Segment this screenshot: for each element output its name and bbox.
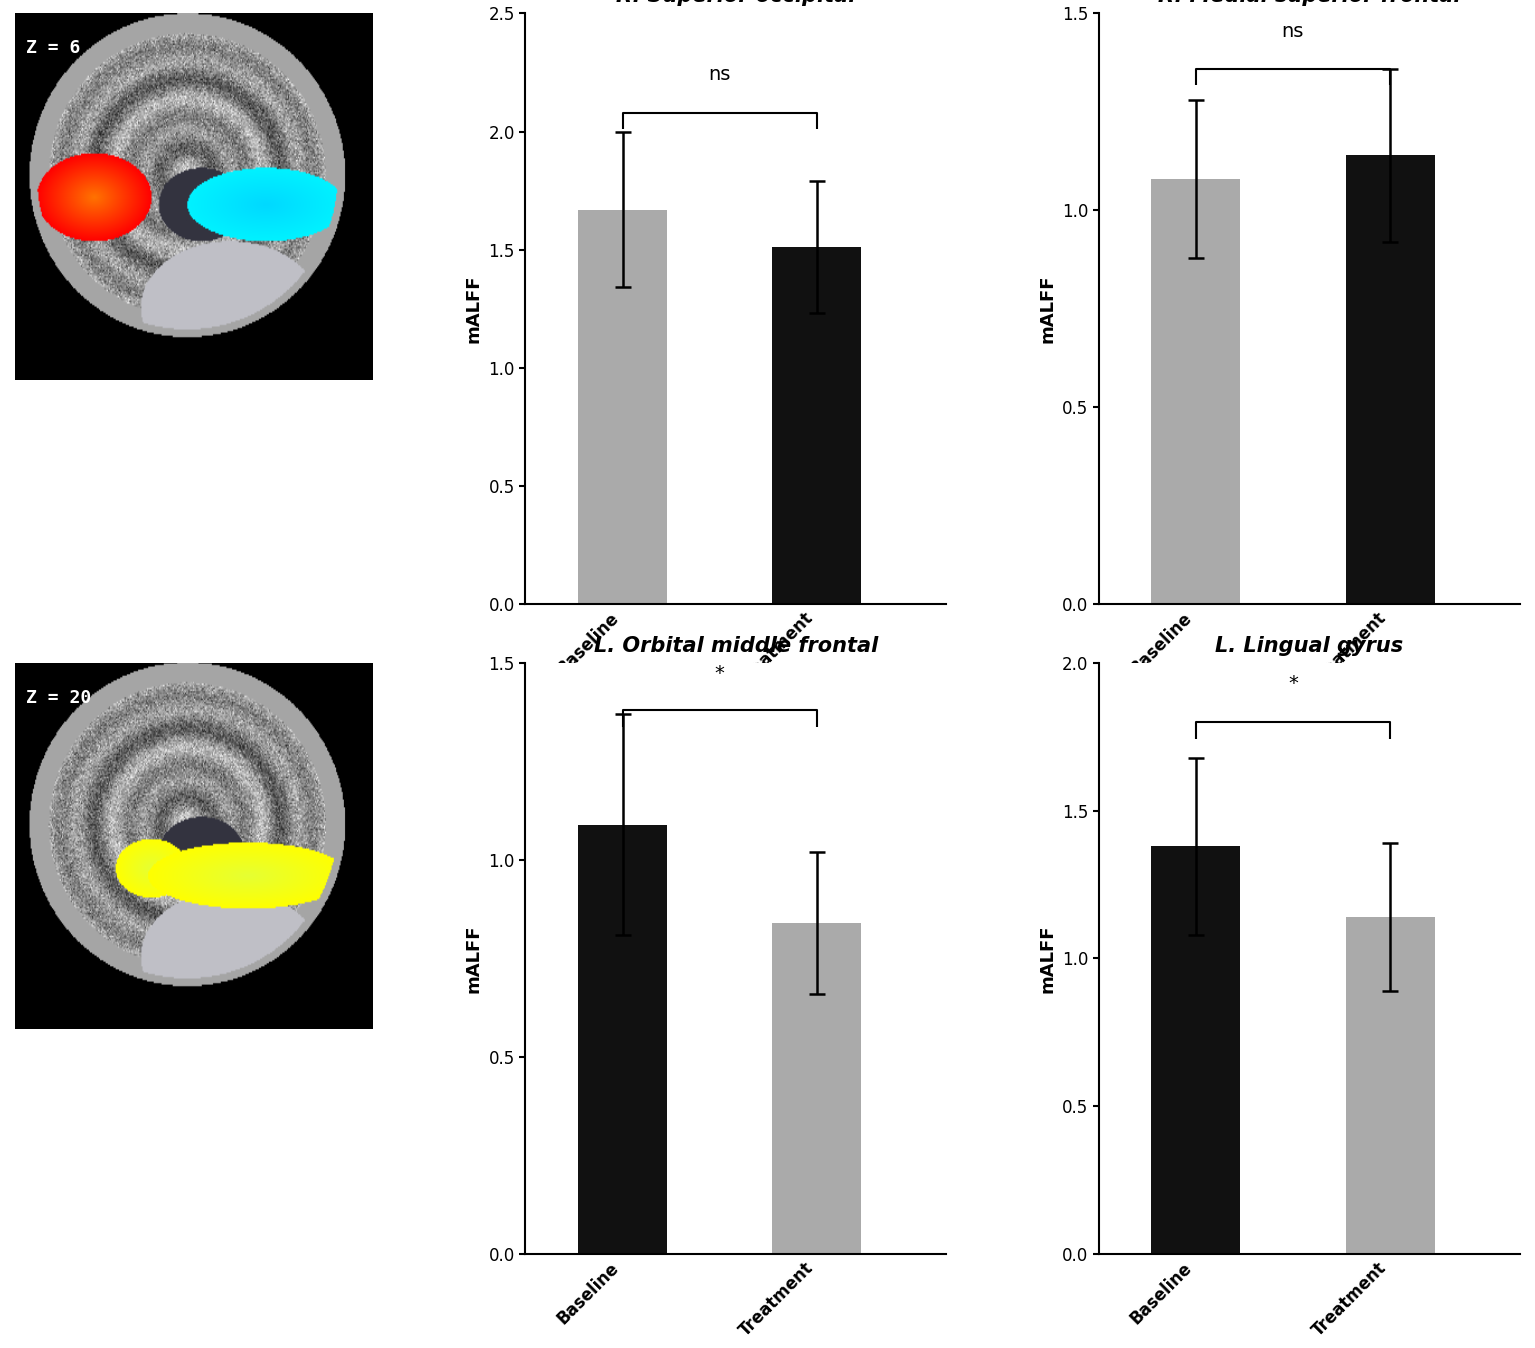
Title: L. Orbital middle frontal: L. Orbital middle frontal — [594, 636, 878, 656]
Bar — [1151, 179, 1240, 604]
Title: R. Superior occipital: R. Superior occipital — [616, 0, 855, 7]
Y-axis label: mALFF: mALFF — [1038, 925, 1056, 992]
Text: ns: ns — [1282, 22, 1305, 40]
Y-axis label: mALFF: mALFF — [465, 925, 484, 992]
Text: *: * — [1288, 674, 1297, 693]
Title: R. Medial superior frontal: R. Medial superior frontal — [1157, 0, 1460, 7]
Text: ns: ns — [709, 65, 731, 85]
Bar — [1346, 155, 1435, 604]
Text: Z = 20: Z = 20 — [26, 689, 92, 706]
Y-axis label: mALFF: mALFF — [465, 275, 484, 342]
Bar — [579, 825, 668, 1254]
Bar — [1151, 847, 1240, 1254]
Bar — [772, 923, 861, 1254]
Title: L. Lingual gyrus: L. Lingual gyrus — [1216, 636, 1403, 656]
Text: Z = 6: Z = 6 — [26, 39, 80, 57]
Bar — [1346, 917, 1435, 1254]
Bar — [772, 247, 861, 604]
Text: *: * — [715, 663, 725, 683]
Y-axis label: mALFF: mALFF — [1038, 275, 1056, 342]
Bar — [579, 209, 668, 604]
